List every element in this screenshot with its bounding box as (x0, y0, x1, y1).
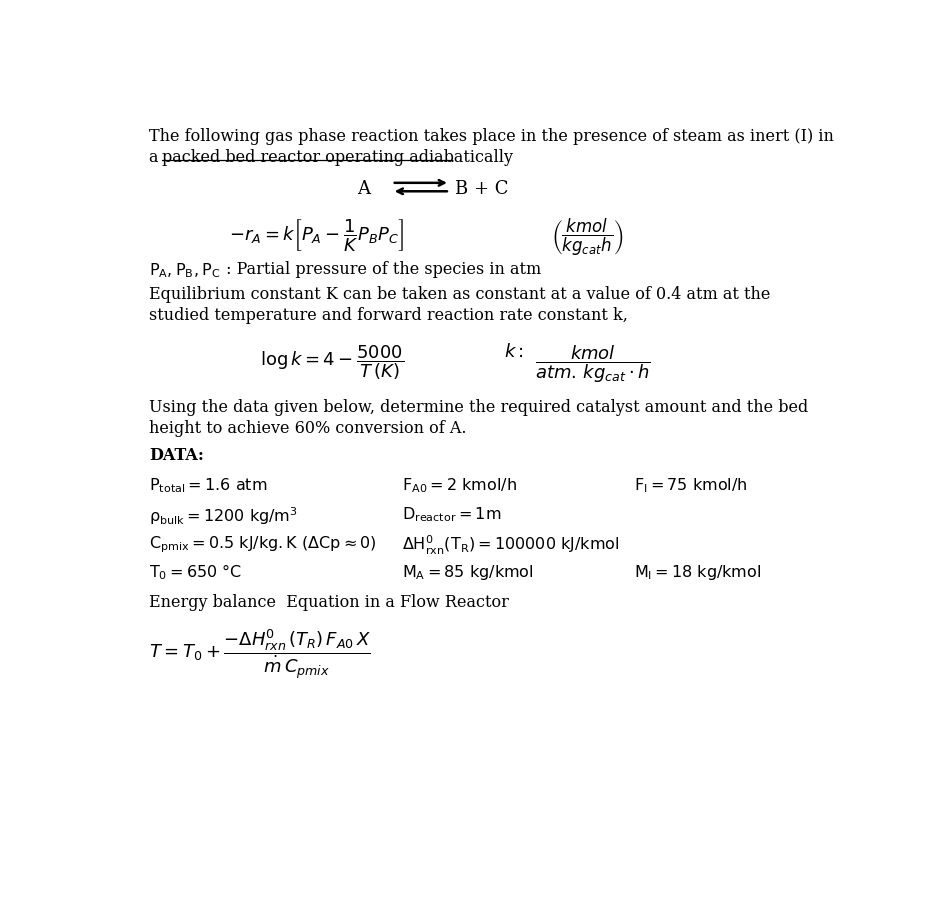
Text: height to achieve 60% conversion of A.: height to achieve 60% conversion of A. (149, 419, 466, 437)
Text: $\mathrm{P_{total} = 1.6\ atm}$: $\mathrm{P_{total} = 1.6\ atm}$ (149, 476, 268, 494)
Text: B + C: B + C (455, 179, 508, 198)
Text: $\mathrm{M_A = 85\ kg/kmol}$: $\mathrm{M_A = 85\ kg/kmol}$ (402, 562, 534, 581)
Text: $\mathrm{\Delta H^0_{rxn}(T_R) = 100000\ kJ/kmol}$: $\mathrm{\Delta H^0_{rxn}(T_R) = 100000\… (402, 534, 620, 557)
Text: a: a (149, 149, 164, 166)
Text: $T = T_0 + \dfrac{-\Delta H^0_{rxn}\,(T_R)\,F_{A0}\,X}{\dot{m}\,C_{pmix}}$: $T = T_0 + \dfrac{-\Delta H^0_{rxn}\,(T_… (149, 628, 371, 681)
Text: $\mathrm{P_A, P_B, P_C}$: $\mathrm{P_A, P_B, P_C}$ (149, 261, 220, 280)
Text: $\mathrm{T_0 = 650\ °C}$: $\mathrm{T_0 = 650\ °C}$ (149, 562, 243, 582)
Text: $\mathrm{D_{reactor} = 1m}$: $\mathrm{D_{reactor} = 1m}$ (402, 505, 501, 524)
Text: $\dfrac{kmol}{atm.\,kg_{cat}\cdot h}$: $\dfrac{kmol}{atm.\,kg_{cat}\cdot h}$ (536, 343, 651, 384)
Text: studied temperature and forward reaction rate constant k,: studied temperature and forward reaction… (149, 307, 628, 324)
Text: packed bed reactor operating adiabatically: packed bed reactor operating adiabatical… (162, 149, 513, 166)
Text: $\mathrm{M_I = 18\ kg/kmol}$: $\mathrm{M_I = 18\ kg/kmol}$ (634, 562, 761, 581)
Text: .: . (450, 149, 455, 166)
Text: $k :$: $k :$ (504, 343, 524, 361)
Text: $\left(\dfrac{kmol}{kg_{cat}h}\right)$: $\left(\dfrac{kmol}{kg_{cat}h}\right)$ (550, 216, 623, 258)
Text: The following gas phase reaction takes place in the presence of steam as inert (: The following gas phase reaction takes p… (149, 127, 834, 144)
Text: Using the data given below, determine the required catalyst amount and the bed: Using the data given below, determine th… (149, 399, 808, 416)
Text: : Partial pressure of the species in atm: : Partial pressure of the species in atm (221, 261, 541, 278)
Text: A: A (357, 179, 369, 198)
Text: $\mathrm{\rho_{bulk} = 1200\ kg/m^3}$: $\mathrm{\rho_{bulk} = 1200\ kg/m^3}$ (149, 505, 298, 527)
Text: $\mathrm{C_{pmix} = 0.5\ kJ/kg.K\ (\Delta Cp \approx 0)}$: $\mathrm{C_{pmix} = 0.5\ kJ/kg.K\ (\Delt… (149, 534, 377, 554)
Text: DATA:: DATA: (149, 446, 204, 464)
Text: $-r_A = k\left[P_A - \dfrac{1}{K}P_BP_C\right]$: $-r_A = k\left[P_A - \dfrac{1}{K}P_BP_C\… (229, 216, 404, 253)
Text: Energy balance  Equation in a Flow Reactor: Energy balance Equation in a Flow Reacto… (149, 594, 509, 611)
Text: $\mathrm{F_{A0} = 2\ kmol/h}$: $\mathrm{F_{A0} = 2\ kmol/h}$ (402, 476, 517, 494)
Text: Equilibrium constant K can be taken as constant at a value of 0.4 atm at the: Equilibrium constant K can be taken as c… (149, 286, 771, 303)
Text: $\log k = 4 - \dfrac{5000}{T\,(K)}$: $\log k = 4 - \dfrac{5000}{T\,(K)}$ (260, 343, 404, 382)
Text: $\mathrm{F_I = 75\ kmol/h}$: $\mathrm{F_I = 75\ kmol/h}$ (634, 476, 748, 494)
